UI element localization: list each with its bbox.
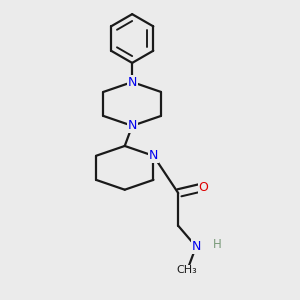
Text: N: N: [128, 119, 137, 132]
Text: N: N: [191, 240, 201, 253]
Text: O: O: [199, 181, 208, 194]
Text: CH₃: CH₃: [177, 266, 197, 275]
Text: N: N: [128, 76, 137, 88]
Text: N: N: [149, 149, 158, 162]
Text: H: H: [212, 238, 221, 251]
